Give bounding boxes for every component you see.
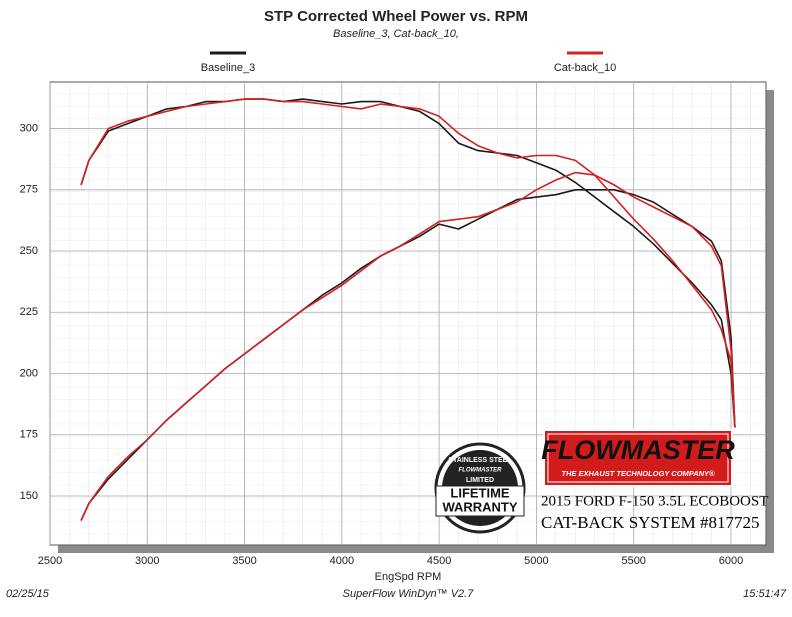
line-series xyxy=(80,98,736,428)
y-tick-label: 225 xyxy=(20,306,38,318)
caption-line: CAT-BACK SYSTEM #817725 xyxy=(541,513,760,532)
x-tick-label: 6000 xyxy=(719,555,743,567)
warranty-badge: STAINLESS STEEL FLOWMASTER LIMITED LIFET… xyxy=(434,442,526,534)
flowmaster-logo: FLOWMASTER THE EXHAUST TECHNOLOGY COMPAN… xyxy=(541,429,735,487)
chart-subtitle: Baseline_3, Cat-back_10, xyxy=(333,28,459,40)
footer-date: 02/25/15 xyxy=(6,588,50,600)
logo-border xyxy=(547,433,729,483)
grid xyxy=(49,82,766,545)
y-tick-label: 150 xyxy=(20,490,38,502)
line-series xyxy=(80,171,736,521)
badge-line1: LIFETIME xyxy=(450,485,510,500)
y-tick-label: 200 xyxy=(20,367,38,379)
caption-line: 2015 FORD F-150 3.5L ECOBOOST xyxy=(541,493,768,509)
logo-box xyxy=(543,429,733,487)
x-tick-label: 4500 xyxy=(427,555,451,567)
x-axis-label: EngSpd RPM xyxy=(375,571,442,583)
y-tick-label: 175 xyxy=(20,429,38,441)
badge-line2: WARRANTY xyxy=(442,499,517,514)
footer-software: SuperFlow WinDyn™ V2.7 xyxy=(343,588,475,600)
badge-band xyxy=(435,485,525,517)
x-tick-label: 5500 xyxy=(621,555,645,567)
y-tick-label: 275 xyxy=(20,184,38,196)
badge-brand: FLOWMASTER xyxy=(459,468,503,474)
badge-top: STAINLESS STEEL xyxy=(448,457,512,464)
y-tick-label: 300 xyxy=(20,122,38,134)
logo-brand: FLOWMASTER xyxy=(541,435,735,465)
chart-title: STP Corrected Wheel Power vs. RPM xyxy=(264,8,528,25)
x-tick-label: 4000 xyxy=(330,555,354,567)
x-tick-label: 3000 xyxy=(135,555,159,567)
footer-time: 15:51:47 xyxy=(743,588,787,600)
logo-tagline: THE EXHAUST TECHNOLOGY COMPANY® xyxy=(561,469,715,478)
x-tick-label: 5000 xyxy=(524,555,548,567)
x-tick-label: 2500 xyxy=(38,555,62,567)
lines xyxy=(80,98,736,521)
badge-limited: LIMITED xyxy=(466,477,494,484)
y-tick-label: 250 xyxy=(20,245,38,257)
legend-label: Cat-back_10 xyxy=(554,62,616,74)
x-tick-label: 3500 xyxy=(232,555,256,567)
legend-label: Baseline_3 xyxy=(201,62,255,74)
